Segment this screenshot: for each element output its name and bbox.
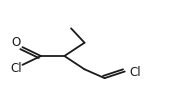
Text: Cl: Cl (10, 62, 22, 75)
Text: Cl: Cl (130, 66, 141, 79)
Text: O: O (11, 36, 20, 49)
